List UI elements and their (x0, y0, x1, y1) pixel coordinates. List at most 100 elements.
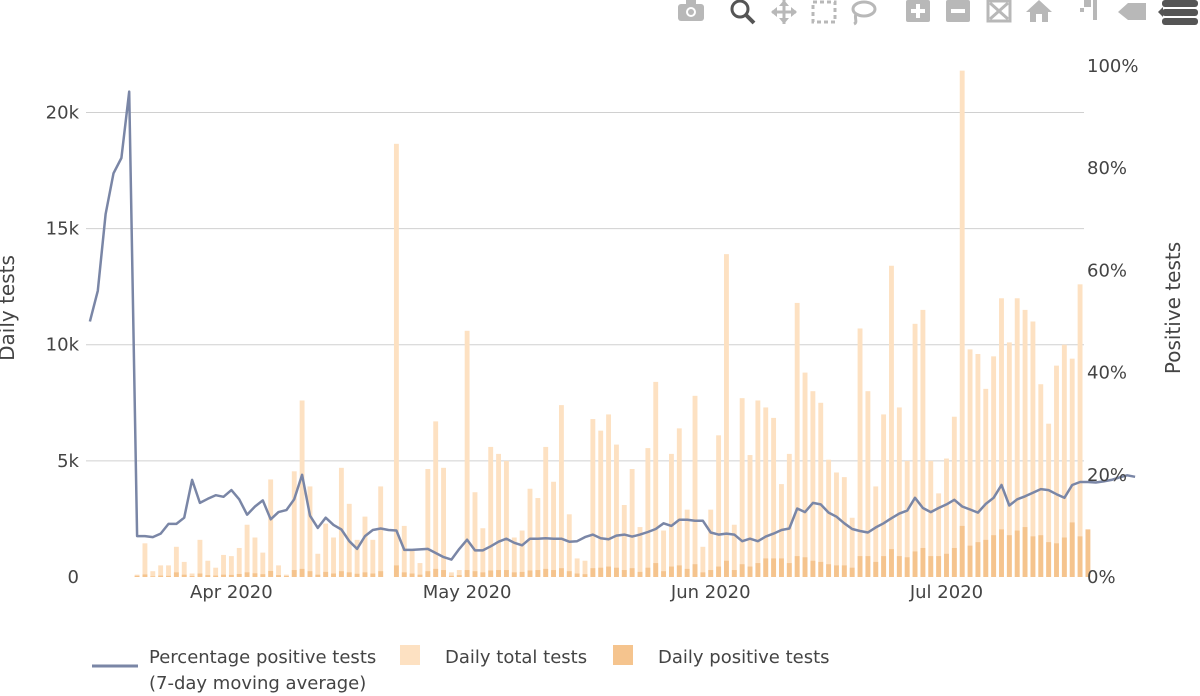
legend-item-line[interactable]: Percentage positive tests (7-day moving … (92, 647, 376, 694)
total-tests-bar (598, 430, 604, 577)
total-tests-bar (519, 530, 525, 577)
zoom-out-icon[interactable] (946, 0, 970, 22)
positive-tests-bar (629, 568, 635, 577)
total-tests-bar (590, 419, 596, 577)
camera-icon[interactable] (678, 0, 704, 21)
total-tests-bar (810, 391, 816, 577)
total-tests-bar (370, 539, 376, 577)
total-tests-bar (1061, 344, 1067, 577)
total-tests-bar (166, 565, 171, 577)
positive-tests-bar (276, 575, 281, 577)
positive-tests-bar (779, 558, 784, 577)
positive-tests-bar (669, 566, 674, 577)
total-tests-bar (315, 553, 321, 577)
total-tests-bar (920, 309, 926, 577)
positive-tests-bar (991, 535, 997, 577)
positive-tests-bar (166, 575, 171, 577)
positive-tests-bar (1006, 535, 1012, 577)
zoom-in-icon[interactable] (906, 0, 930, 22)
spikelines-icon[interactable] (1080, 0, 1097, 20)
positive-tests-bar (661, 571, 667, 577)
total-tests-bar (401, 525, 407, 577)
positive-tests-bar (228, 574, 234, 577)
positive-tests-bar (841, 565, 847, 577)
total-tests-bar (1046, 423, 1052, 577)
total-tests-bar (283, 574, 289, 577)
positive-tests-bar (134, 575, 140, 577)
zoom-icon[interactable] (730, 0, 756, 25)
positive-tests-bar (983, 539, 989, 577)
legend-item-total[interactable]: Daily total tests (400, 645, 587, 668)
positive-tests-bar (999, 529, 1004, 577)
positive-tests-bar (409, 573, 415, 577)
y-left-tick-label: 0 (68, 567, 79, 588)
total-tests-bar (142, 543, 148, 577)
positive-tests-bar (551, 570, 557, 577)
positive-tests-bar (700, 572, 706, 577)
positive-tests-bar (331, 573, 336, 577)
y-left-tick-label: 20k (46, 102, 80, 123)
y-right-tick-label: 0% (1087, 567, 1116, 588)
positive-tests-bar (763, 558, 769, 577)
positive-tests-bar (362, 572, 368, 577)
positive-tests-bar (582, 574, 588, 577)
total-tests-bar (197, 539, 203, 577)
positive-tests-bar (236, 573, 242, 577)
pan-icon[interactable] (771, 0, 797, 24)
positive-tests-bar (1030, 536, 1036, 577)
positive-tests-bar (1069, 522, 1075, 577)
total-tests-bar (786, 453, 792, 577)
legend-item-positive[interactable]: Daily positive tests (613, 645, 830, 668)
total-tests-bar (236, 547, 242, 577)
positive-tests-bar (708, 570, 714, 577)
total-tests-bar (158, 565, 164, 577)
total-tests-bar (1077, 284, 1083, 577)
total-tests-bar (448, 572, 454, 577)
positive-tests-bar (716, 566, 722, 577)
total-tests-bar (511, 537, 517, 577)
positive-tests-bar (173, 572, 179, 577)
total-tests-bar (181, 561, 187, 577)
positive-tests-bar (503, 570, 509, 577)
total-tests-bar (692, 395, 698, 577)
hover-compare-icon[interactable] (1158, 0, 1198, 25)
reset-axes-icon[interactable] (1026, 0, 1052, 22)
positive-tests-bar (323, 571, 329, 577)
positive-tests-bar (975, 542, 981, 577)
total-tests-bar (724, 254, 729, 577)
positive-tests-bar (1022, 527, 1028, 577)
positive-tests-bar (252, 573, 258, 577)
positive-tests-bar (1077, 536, 1083, 577)
total-tests-bar (582, 560, 588, 577)
total-tests-bar (433, 421, 439, 577)
legend-line-label-1: Percentage positive tests (149, 647, 376, 668)
positive-tests-bar (307, 571, 313, 577)
y-left-axis-title: Daily tests (0, 255, 19, 361)
positive-tests-bar (488, 570, 494, 577)
total-tests-bar (189, 573, 195, 577)
autoscale-icon[interactable] (986, 0, 1012, 23)
total-tests-bar (826, 459, 832, 577)
total-tests-bar (731, 524, 737, 577)
total-tests-bar (1014, 298, 1020, 577)
positive-tests-bar (676, 565, 682, 577)
positive-tests-bar (558, 568, 564, 577)
y-left-tick-label: 15k (46, 219, 80, 240)
y-right-tick-label: 80% (1087, 158, 1127, 179)
lasso-icon[interactable] (851, 0, 877, 26)
total-tests-bar (472, 492, 478, 577)
total-tests-bar (669, 453, 674, 577)
legend: Percentage positive tests (7-day moving … (92, 645, 830, 694)
total-tests-bar (889, 265, 894, 577)
positive-tests-bar (480, 572, 486, 577)
total-tests-bar (818, 402, 824, 577)
total-tests-bar (150, 571, 156, 577)
positive-tests-bar (912, 551, 918, 577)
total-tests-bar (967, 349, 973, 577)
total-tests-bar (802, 372, 808, 577)
hover-closest-icon[interactable] (1118, 3, 1146, 20)
total-tests-bar (276, 565, 281, 577)
x-tick-label: Apr 2020 (190, 582, 273, 603)
total-tests-bar (307, 486, 313, 577)
box-select-icon[interactable] (811, 0, 837, 24)
